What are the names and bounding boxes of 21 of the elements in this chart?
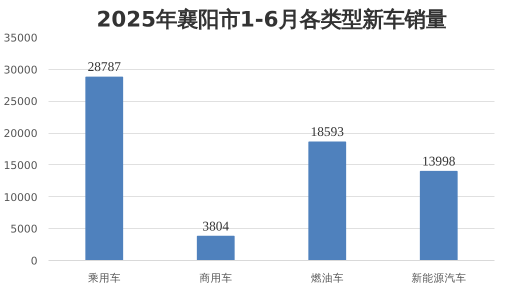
data-label: 13998 [422, 153, 456, 168]
data-label: 18593 [310, 124, 344, 140]
bar [308, 142, 346, 260]
y-tick-label: 30000 [4, 63, 38, 76]
data-label: 28787 [88, 59, 122, 74]
chart-title: 2025年襄阳市1-6月各类型新车销量 [96, 8, 446, 32]
bar [85, 76, 124, 260]
x-tick-label: 新能源汽车 [411, 272, 466, 284]
bar [420, 170, 458, 260]
y-tick-label: 10000 [4, 190, 38, 204]
x-tick-label: 商用车 [199, 272, 232, 284]
y-tick-label: 20000 [4, 127, 38, 140]
y-tick-label: 35000 [4, 32, 38, 44]
y-tick-label: 5000 [10, 222, 38, 236]
y-tick-label: 0 [30, 254, 38, 268]
data-label: 3804 [202, 218, 230, 234]
y-tick-label: 15000 [4, 158, 38, 172]
x-tick-label: 燃油车 [310, 272, 344, 284]
y-tick-label: 25000 [4, 95, 38, 108]
bar [196, 236, 235, 260]
x-tick-label: 乘用车 [88, 272, 121, 284]
